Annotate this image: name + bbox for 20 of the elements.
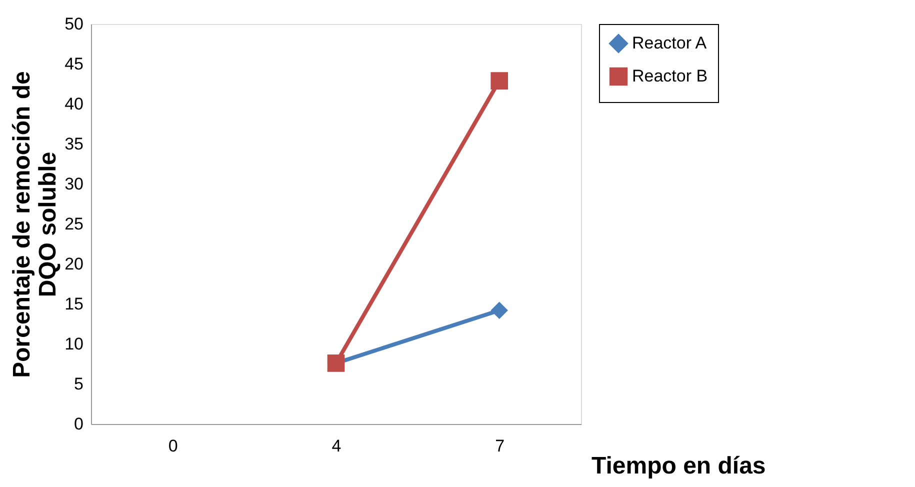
legend-label: Reactor A (632, 34, 708, 52)
point (490, 72, 508, 90)
y-tick-label: 20 (64, 254, 84, 274)
y-axis-title: Porcentaje de remoción de DQO soluble (8, 71, 62, 378)
y-tick-label: 45 (64, 54, 84, 74)
y-tick-label: 0 (74, 414, 84, 434)
y-tick-label: 50 (64, 14, 84, 34)
y-tick-label: 40 (64, 94, 84, 114)
legend-label: Reactor B (632, 66, 708, 86)
y-tick-label: 15 (64, 294, 84, 314)
point (490, 302, 508, 320)
x-tick-label: 7 (495, 436, 505, 456)
y-tick-label: 30 (64, 174, 84, 194)
y-tick-label: 10 (64, 334, 84, 354)
y-tick-label: 5 (74, 374, 84, 394)
y-tick-label: 35 (64, 134, 84, 154)
x-axis-title: Tiempo en días (592, 452, 766, 480)
y-tick-label: 25 (64, 214, 84, 234)
x-tick-label: 0 (168, 436, 178, 456)
x-tick-label: 4 (332, 436, 342, 456)
